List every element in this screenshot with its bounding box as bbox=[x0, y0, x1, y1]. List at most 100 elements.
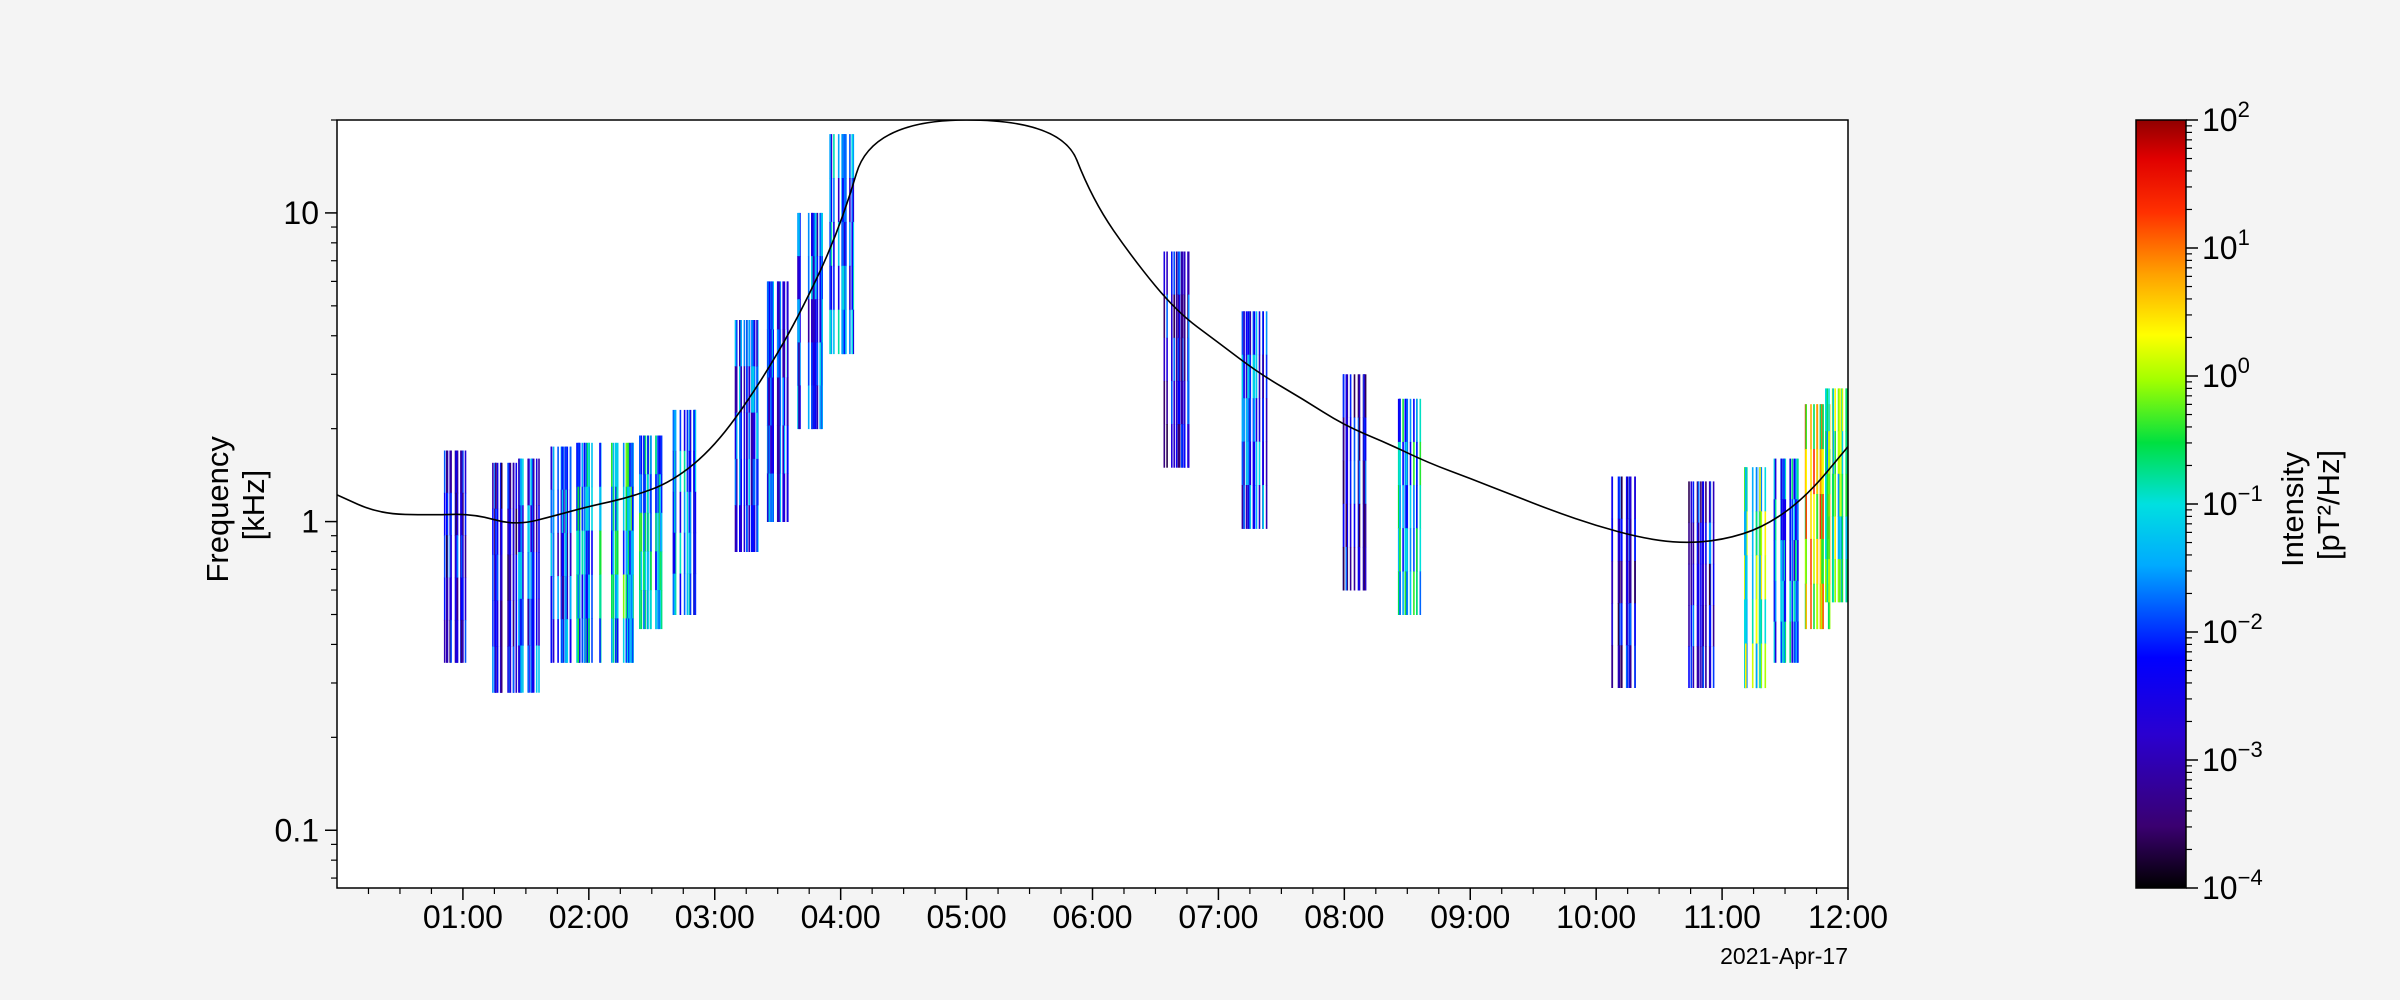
spectrogram-cell bbox=[768, 281, 771, 330]
spectrogram-cell bbox=[1839, 431, 1841, 475]
spectrogram-cell bbox=[1702, 605, 1705, 647]
spectrogram-cell bbox=[837, 134, 840, 179]
spectrogram-cell bbox=[1688, 605, 1690, 647]
spectrogram-cell bbox=[1181, 294, 1184, 339]
spectrogram-cell bbox=[659, 590, 661, 630]
spectrogram-cell bbox=[644, 474, 647, 514]
spectrogram-cell bbox=[1816, 538, 1818, 585]
spectrogram-cell bbox=[778, 329, 780, 378]
spectrogram-cell bbox=[644, 435, 647, 475]
spectrogram-cell bbox=[1349, 460, 1352, 505]
spectrogram-cell bbox=[1404, 528, 1407, 572]
spectrogram-cell bbox=[849, 265, 851, 311]
spectrogram-cell bbox=[622, 486, 625, 532]
spectrogram-cell bbox=[655, 551, 657, 591]
colorbar-tick-label: 10−3 bbox=[2202, 737, 2263, 778]
spectrogram-cell bbox=[647, 474, 649, 514]
spectrogram-cell bbox=[644, 512, 647, 552]
spectrogram-cell bbox=[807, 385, 810, 430]
spectrogram-cell bbox=[807, 299, 810, 343]
spectrogram-cell bbox=[851, 178, 853, 223]
spectrogram-cell bbox=[614, 530, 617, 575]
spectrogram-cell bbox=[751, 505, 753, 552]
colorbar-tick-label: 10−1 bbox=[2202, 481, 2263, 522]
spectrogram-cell bbox=[751, 458, 753, 506]
spectrogram-cell bbox=[1822, 538, 1824, 585]
spectrogram-cell bbox=[629, 618, 631, 663]
spectrogram-cell bbox=[538, 458, 540, 506]
spectrogram-cell bbox=[1782, 580, 1784, 622]
spectrogram-cell bbox=[735, 320, 738, 367]
spectrogram-cell bbox=[1629, 603, 1632, 646]
spectrogram-cell bbox=[535, 645, 538, 693]
x-tick-label: 06:00 bbox=[1052, 899, 1132, 935]
spectrogram-cell bbox=[689, 450, 692, 493]
spectrogram-cell bbox=[1828, 583, 1831, 630]
spectrogram-cell bbox=[783, 281, 786, 330]
spectrogram-cell bbox=[813, 385, 815, 430]
spectrogram-cell bbox=[1180, 294, 1183, 339]
spectrogram-cell bbox=[527, 505, 529, 553]
spectrogram-cell bbox=[1625, 476, 1628, 520]
spectrogram-cell bbox=[1180, 337, 1183, 382]
spectrogram-cell bbox=[612, 486, 615, 532]
spectrogram-cell bbox=[518, 505, 520, 553]
spectrogram-cell bbox=[1173, 380, 1175, 425]
spectrogram-cell bbox=[1839, 559, 1841, 603]
spectrogram-cell bbox=[1617, 603, 1620, 646]
spectrogram-cell bbox=[1846, 559, 1848, 603]
spectrogram-cell bbox=[1751, 643, 1754, 689]
spectrogram-cell bbox=[1793, 458, 1795, 500]
spectrogram-cell bbox=[1784, 458, 1787, 500]
spectrogram-cell bbox=[640, 551, 643, 591]
spectrogram-cell bbox=[576, 442, 578, 488]
spectrogram-cell bbox=[777, 281, 779, 330]
spectrogram-cell bbox=[812, 299, 814, 343]
spectrogram-cell bbox=[829, 134, 831, 179]
spectrogram-cell bbox=[849, 221, 851, 267]
spectrogram-cell bbox=[622, 574, 625, 619]
spectrogram-cell bbox=[562, 489, 565, 534]
spectrogram-cell bbox=[1696, 522, 1699, 565]
spectrogram-cell bbox=[527, 552, 529, 600]
spectrogram-cell bbox=[1346, 546, 1349, 591]
spectrogram-cell bbox=[1629, 476, 1632, 520]
spectrogram-cell bbox=[512, 600, 515, 647]
spectrogram-cell bbox=[449, 535, 451, 579]
spectrogram-cell bbox=[672, 532, 675, 575]
spectrogram-cell bbox=[1404, 571, 1407, 615]
spectrogram-cell bbox=[812, 256, 814, 300]
spectrogram-cell bbox=[496, 646, 499, 693]
spectrogram-cell bbox=[650, 551, 652, 591]
spectrogram-cell bbox=[1183, 337, 1186, 382]
spectrogram-cell bbox=[492, 554, 494, 601]
spectrogram-cell bbox=[443, 577, 446, 621]
spectrogram-cell bbox=[627, 574, 629, 619]
spectrogram-cell bbox=[1826, 473, 1829, 517]
spectrogram-cell bbox=[830, 309, 833, 355]
spectrogram-cell bbox=[1243, 485, 1245, 529]
spectrogram-cell bbox=[1409, 398, 1412, 443]
spectrogram-cell bbox=[591, 618, 593, 663]
spectrogram-column bbox=[443, 450, 467, 663]
spectrogram-cell bbox=[1774, 499, 1777, 541]
spectrogram-cell bbox=[1416, 485, 1418, 529]
spectrogram-cell bbox=[512, 554, 515, 601]
spectrogram-cell bbox=[1789, 499, 1791, 541]
spectrogram-cell bbox=[1822, 449, 1824, 495]
spectrogram-cell bbox=[1634, 603, 1636, 646]
colorbar-label: Intensity [pT²/Hz] bbox=[2275, 443, 2346, 567]
spectrogram-cell bbox=[518, 645, 520, 693]
spectrogram-cell bbox=[1825, 473, 1827, 517]
spectrogram-cell bbox=[1789, 580, 1791, 622]
spectrogram-column bbox=[1773, 458, 1799, 663]
spectrogram-cell bbox=[1619, 603, 1621, 646]
spectrogram-cell bbox=[630, 618, 633, 663]
spectrogram-cell bbox=[1629, 645, 1632, 688]
spectrogram-cell bbox=[829, 221, 831, 267]
spectrogram-cell bbox=[629, 574, 631, 619]
spectrogram-cell bbox=[538, 598, 540, 646]
spectrogram-cell bbox=[1690, 646, 1693, 688]
spectrogram-cell bbox=[688, 491, 691, 534]
spectrogram-cell bbox=[1258, 398, 1261, 443]
